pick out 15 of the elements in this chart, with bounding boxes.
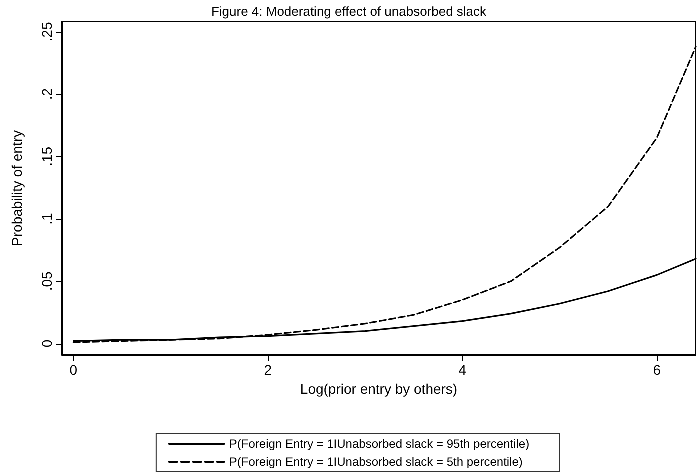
x-tick-label: 4 [458, 362, 467, 378]
y-axis-title: Probability of entry [9, 130, 25, 246]
x-tick-label: 2 [264, 362, 272, 378]
chart-title: Figure 4: Moderating effect of unabsorbed slack [211, 4, 488, 19]
legend-label: P(Foreign Entry = 1IUnabsorbed slack = 95th percentile) [229, 437, 530, 451]
x-tick-label: 0 [70, 362, 78, 378]
x-tick-label: 6 [653, 362, 662, 378]
y-tick-label: .1 [39, 213, 55, 225]
x-axis-title: Log(prior entry by others) [300, 380, 458, 397]
y-tick-label: .15 [39, 146, 55, 166]
y-tick-label: 0 [39, 340, 55, 348]
y-tick-label: .2 [39, 88, 55, 100]
y-tick-label: .25 [39, 22, 55, 42]
y-tick-label: .05 [39, 271, 55, 292]
legend-label: P(Foreign Entry = 1IUnabsorbed slack = 5th percentile) [229, 455, 523, 469]
